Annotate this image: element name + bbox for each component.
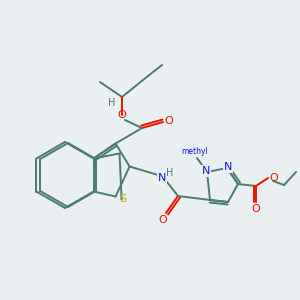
Text: O: O: [270, 173, 278, 183]
Text: O: O: [252, 204, 260, 214]
Text: O: O: [165, 116, 173, 126]
Text: O: O: [118, 110, 126, 120]
Text: S: S: [119, 194, 126, 203]
Text: O: O: [159, 215, 167, 225]
Text: methyl: methyl: [182, 146, 208, 155]
Text: H: H: [108, 98, 116, 108]
Text: N: N: [158, 173, 166, 183]
Text: N: N: [202, 166, 210, 176]
Text: N: N: [224, 162, 232, 172]
Text: H: H: [166, 168, 174, 178]
